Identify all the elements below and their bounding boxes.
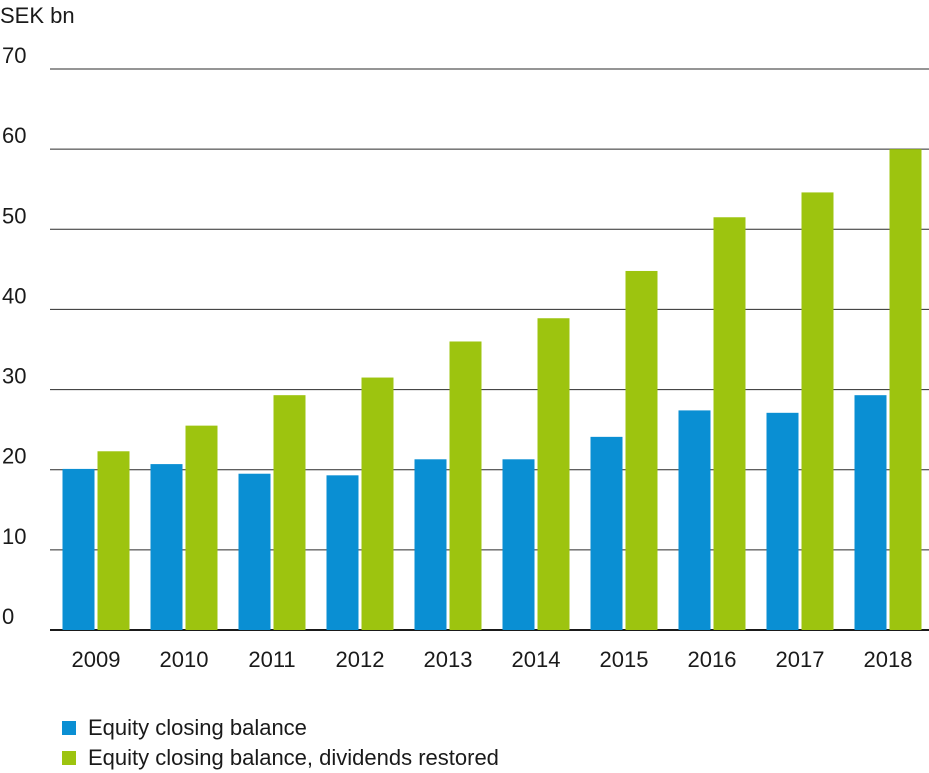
x-tick-label: 2015	[600, 647, 649, 672]
y-tick-label: 40	[2, 283, 26, 308]
x-tick-label: 2010	[160, 647, 209, 672]
bar-equity-dividends-restored-2014	[537, 318, 570, 630]
bar-equity-2018	[854, 395, 887, 630]
bar-equity-2013	[414, 459, 447, 630]
bar-equity-dividends-restored-2013	[449, 341, 482, 630]
x-tick-labels: 2009 2010 2011 2012 2013 2014 2015 2016 2017 2018	[72, 647, 913, 672]
bar-equity-dividends-restored-2010	[185, 425, 218, 630]
x-tick-label: 2009	[72, 647, 121, 672]
x-tick-label: 2017	[776, 647, 825, 672]
bar-equity-2017	[766, 412, 799, 630]
x-tick-label: 2016	[688, 647, 737, 672]
bar-equity-dividends-restored-2017	[801, 192, 834, 631]
bar-equity-2015	[590, 436, 623, 630]
bar-equity-dividends-restored-2016	[713, 217, 746, 630]
legend-label-equity: Equity closing balance	[88, 715, 307, 740]
bar-equity-2012	[326, 475, 359, 630]
bar-equity-dividends-restored-2015	[625, 270, 658, 630]
legend: Equity closing balance Equity closing ba…	[62, 713, 499, 773]
bar-equity-dividends-restored-2012	[361, 377, 394, 630]
bar-equity-dividends-restored-2018	[889, 149, 922, 630]
x-tick-label: 2011	[248, 647, 295, 672]
legend-label-equity-dividends-restored: Equity closing balance, dividends restor…	[88, 745, 499, 770]
x-tick-label: 2012	[336, 647, 385, 672]
x-tick-label: 2018	[864, 647, 913, 672]
bar-equity-dividends-restored-2009	[97, 451, 130, 630]
x-tick-label: 2013	[424, 647, 473, 672]
bar-equity-2010	[150, 464, 183, 630]
y-tick-label: 20	[2, 444, 26, 469]
bar-equity-2011	[238, 473, 271, 630]
legend-swatch-equity-dividends-restored	[62, 751, 76, 765]
y-tick-labels: 0 10 20 30 40 50 60 70	[2, 43, 26, 629]
bars	[62, 149, 922, 631]
legend-item-equity-dividends-restored: Equity closing balance, dividends restor…	[62, 743, 499, 773]
legend-swatch-equity	[62, 721, 76, 735]
y-tick-label: 30	[2, 364, 26, 389]
legend-item-equity: Equity closing balance	[62, 713, 499, 743]
bar-equity-2016	[678, 410, 711, 630]
y-tick-label: 60	[2, 123, 26, 148]
bar-equity-dividends-restored-2011	[273, 395, 306, 630]
y-tick-label: 70	[2, 43, 26, 68]
bar-equity-2014	[502, 459, 535, 630]
y-tick-label: 50	[2, 203, 26, 228]
y-tick-label: 10	[2, 524, 26, 549]
y-axis-unit-label: SEK bn	[0, 3, 75, 28]
x-tick-label: 2014	[512, 647, 561, 672]
y-tick-label: 0	[2, 604, 14, 629]
bar-equity-2009	[62, 468, 95, 630]
